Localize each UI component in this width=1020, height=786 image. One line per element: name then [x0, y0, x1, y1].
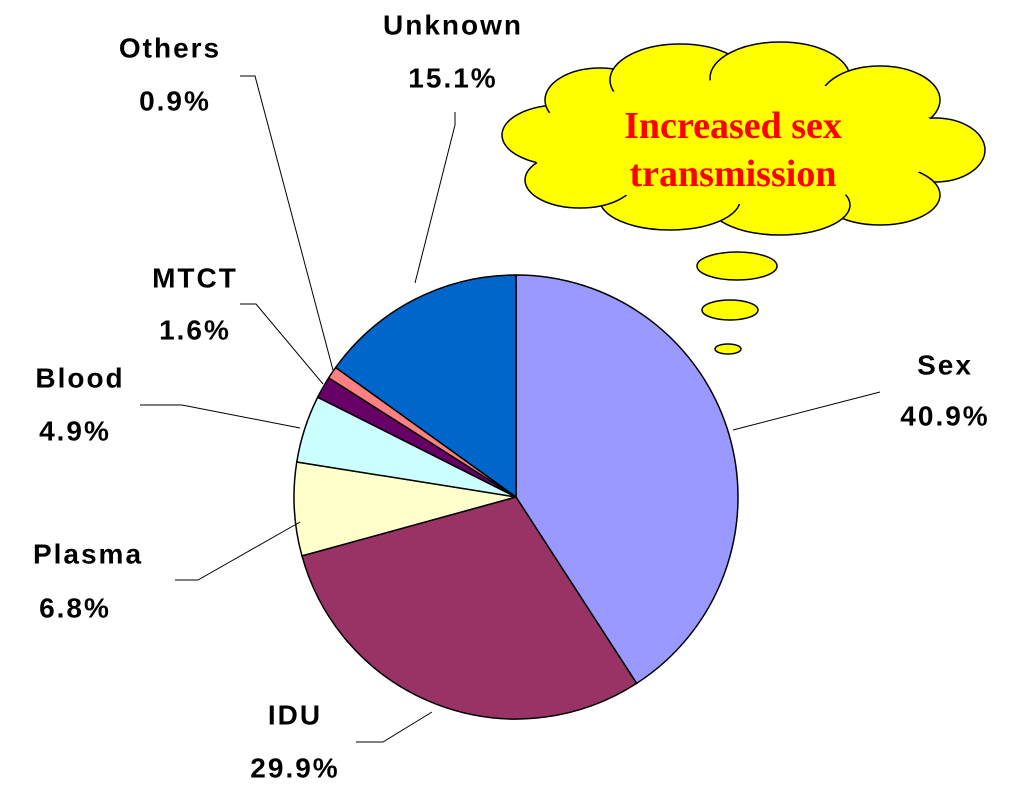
value-label: 4.9% [39, 415, 111, 446]
pie-slice [334, 274, 517, 499]
leader-line [240, 303, 324, 385]
thought-cloud [501, 41, 986, 355]
leader-line [175, 521, 301, 581]
slice-label: Plasma [33, 538, 143, 569]
slice-label: Sex [917, 349, 973, 380]
slice-label: Blood [35, 362, 124, 393]
leader-line [732, 391, 881, 431]
value-label: 15.1% [408, 62, 497, 93]
value-label: 0.9% [139, 85, 211, 116]
slice-label: Others [119, 32, 221, 63]
annotation: Increased sex transmission [624, 105, 842, 195]
value-label: 40.9% [900, 400, 989, 431]
pie-slice [301, 496, 638, 720]
slice-label: Unknown [383, 9, 523, 40]
slice-label: MTCT [152, 262, 238, 293]
value-label: 6.8% [39, 592, 111, 623]
leader-line [140, 404, 301, 429]
leader-line [240, 75, 334, 371]
value-label: 1.6% [159, 314, 231, 345]
leader-line [356, 711, 433, 743]
value-label: 29.9% [250, 752, 339, 783]
slice-label: IDU [268, 699, 322, 730]
leader-line [414, 112, 456, 284]
pie-slice [515, 274, 739, 685]
